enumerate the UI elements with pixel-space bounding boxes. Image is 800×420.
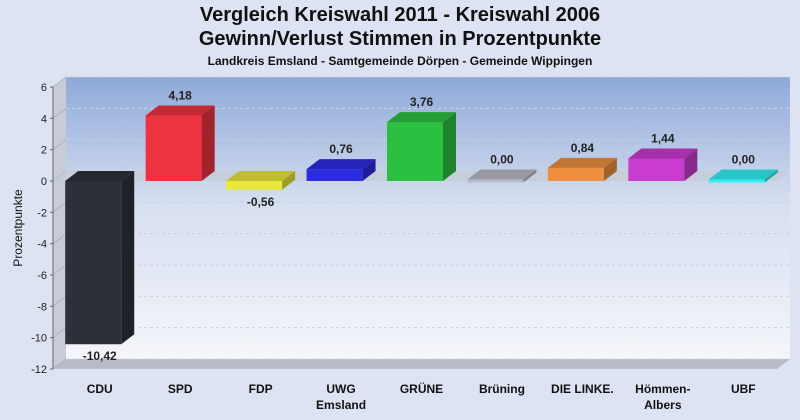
y-axis-label: Prozentpunkte xyxy=(11,189,25,267)
bar-top xyxy=(547,157,617,168)
bar-side xyxy=(201,105,215,181)
x-tick-label: GRÜNE xyxy=(400,381,443,396)
x-tick-label: CDU xyxy=(87,382,113,396)
bar-group xyxy=(547,157,617,181)
bar-top xyxy=(628,148,698,159)
bar xyxy=(306,169,363,181)
bar xyxy=(387,122,443,181)
bar-top xyxy=(387,112,456,123)
bar xyxy=(145,115,202,181)
y-tick-label: -2 xyxy=(37,207,47,219)
x-tick-label-line2: Emsland xyxy=(316,398,366,412)
x-tick-label: SPD xyxy=(168,382,193,396)
chart-caption: Landkreis Emsland - Samtgemeinde Dörpen … xyxy=(207,54,593,68)
data-label: 0,76 xyxy=(329,142,353,156)
bar xyxy=(628,158,685,181)
chart-title: Vergleich Kreiswahl 2011 - Kreiswahl 200… xyxy=(199,4,601,26)
bar xyxy=(65,181,122,345)
y-tick-label: 0 xyxy=(41,176,47,188)
bar-top xyxy=(708,169,778,180)
data-label: 0,00 xyxy=(490,153,514,167)
x-tick-label: FDP xyxy=(249,382,273,396)
bar-top xyxy=(226,171,296,181)
bar xyxy=(467,179,524,183)
bar-top xyxy=(467,169,537,180)
x-tick-label: UWG xyxy=(326,382,355,396)
data-label: 3,76 xyxy=(410,95,434,109)
bar-top xyxy=(65,171,135,181)
gridline-side xyxy=(52,139,67,151)
y-tick-label: 4 xyxy=(41,113,47,125)
x-tick-label: DIE LINKE. xyxy=(551,382,614,396)
bar-top xyxy=(145,105,215,116)
bar-group xyxy=(467,169,537,183)
data-label: 0,00 xyxy=(732,153,756,167)
bar xyxy=(226,181,283,190)
bar-side xyxy=(603,157,617,181)
data-label: -10,42 xyxy=(83,349,117,363)
gridline-side xyxy=(52,201,67,213)
gridline-side xyxy=(52,264,67,276)
gridline-side xyxy=(52,295,67,307)
bar-group xyxy=(628,148,698,181)
y-tick-label: -10 xyxy=(31,333,47,345)
bar-side xyxy=(443,112,456,181)
data-label: 1,44 xyxy=(651,131,675,145)
gridline-side xyxy=(52,107,67,119)
x-tick-label: Hömmen- xyxy=(635,382,690,396)
bar-side xyxy=(523,169,537,183)
bar-side xyxy=(362,159,376,181)
bar xyxy=(547,167,604,181)
y-tick-label: -8 xyxy=(37,301,47,313)
bar-side xyxy=(764,169,778,183)
plot-floor xyxy=(53,359,790,369)
x-tick-label: Brüning xyxy=(479,382,525,396)
bar xyxy=(708,179,765,183)
plot-side-wall xyxy=(53,77,66,369)
bar-group xyxy=(387,112,456,181)
bar-top xyxy=(306,159,376,170)
y-tick-label: 6 xyxy=(41,82,47,94)
y-tick-label: -6 xyxy=(37,270,47,282)
gridline-side xyxy=(52,233,67,245)
data-label: 4,18 xyxy=(168,89,192,103)
bar-group xyxy=(306,159,376,181)
gridline-side xyxy=(52,327,67,339)
bar-side xyxy=(282,171,296,190)
gridline-side xyxy=(52,358,67,370)
bar-group xyxy=(145,105,215,181)
y-tick-label: -12 xyxy=(31,364,47,376)
gridline-side xyxy=(52,76,67,88)
bar-group xyxy=(65,171,135,345)
x-tick-label-line2: Albers xyxy=(644,398,682,412)
bar-side xyxy=(684,148,698,181)
x-tick-label: UBF xyxy=(731,382,756,396)
data-label: 0,84 xyxy=(571,141,595,155)
y-tick-label: 2 xyxy=(41,145,47,157)
bar-group xyxy=(226,171,296,190)
y-tick-label: -4 xyxy=(37,239,47,251)
bar-side xyxy=(121,171,135,345)
data-label: -0,56 xyxy=(247,195,275,209)
chart-subtitle: Gewinn/Verlust Stimmen in Prozentpunkte xyxy=(198,28,602,50)
bar-group xyxy=(708,169,778,183)
